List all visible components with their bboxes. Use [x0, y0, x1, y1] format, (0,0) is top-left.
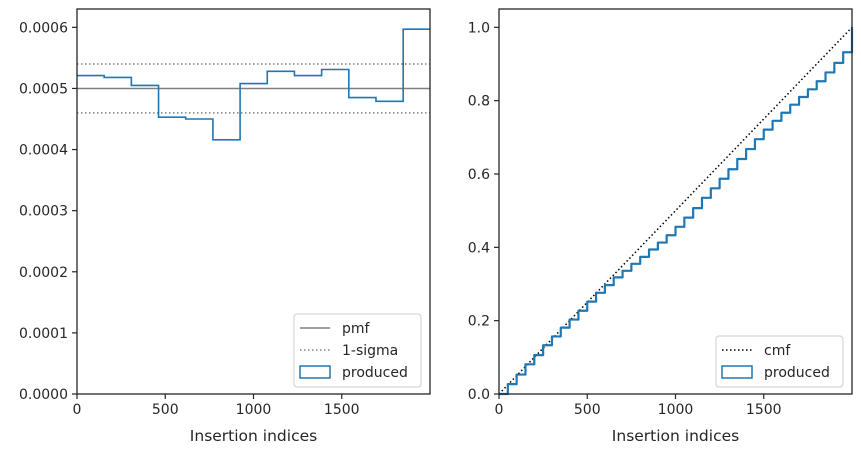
produced-cdf-legend-label: produced [764, 365, 830, 381]
cmf-plot-area [498, 26, 854, 396]
produced-cdf-line [499, 27, 854, 396]
produced-cdf-legend-swatch [721, 365, 753, 379]
pmf-y-tick-label: 0.0001 [19, 326, 68, 342]
cmf-legend-box [715, 335, 844, 388]
pmf-y-tick-label: 0.0006 [19, 20, 68, 36]
cmf-y-tick-label: 0.6 [468, 167, 490, 183]
pmf-y-tick-label: 0.0000 [19, 387, 68, 403]
cmf-legend: cmf produced [715, 335, 844, 388]
pmf-x-tick-label: 0 [73, 402, 82, 418]
cmf-y-tick-label: 0.0 [468, 387, 490, 403]
pmf-x-tick-label: 1500 [324, 402, 360, 418]
pmf-y-tick-label: 0.0005 [19, 81, 68, 97]
cmf-y-tick-label: 1.0 [468, 20, 490, 36]
pmf-legend-box [293, 313, 422, 388]
pmf-x-axis-ticks: 0 500 1000 1500 [73, 394, 360, 418]
cmf-y-axis-ticks: 0.0 0.2 0.4 0.6 0.8 1.0 [468, 20, 499, 403]
pmf-y-tick-label: 0.0003 [19, 204, 68, 220]
pmf-chart-panel: 0 500 1000 1500 0.00000.00010.00020.00030.0… [19, 8, 431, 445]
cmf-y-tick-label: 0.2 [468, 314, 490, 330]
produced-legend-label: produced [342, 365, 408, 381]
pmf-x-axis-label: Insertion indices [190, 427, 317, 445]
pmf-y-tick-label: 0.0002 [19, 265, 68, 281]
cmf-y-tick-label: 0.8 [468, 94, 490, 110]
cmf-x-tick-label: 0 [495, 402, 504, 418]
cmf-legend-label: cmf [764, 343, 791, 359]
produced-legend-swatch [299, 365, 331, 379]
pmf-x-tick-label: 500 [152, 402, 179, 418]
cmf-x-axis-ticks: 0 500 1000 1500 [495, 394, 782, 418]
pmf-x-tick-label: 1000 [236, 402, 272, 418]
cmf-x-tick-label: 1000 [658, 402, 694, 418]
pmf-plot-area [77, 28, 430, 141]
produced-histogram-step [77, 28, 430, 141]
pmf-y-tick-label: 0.0004 [19, 143, 68, 159]
cmf-x-axis-label: Insertion indices [612, 427, 739, 445]
cmf-reference-line [498, 26, 853, 395]
pmf-y-axis-ticks: 0.0000 0.0001 0.0002 0.0003 0.0004 0.0005 0.00… [19, 20, 77, 403]
cmf-x-tick-label: 1500 [746, 402, 782, 418]
pmf-legend: pmf 1-sigma produced [293, 313, 422, 388]
cmf-x-tick-label: 500 [574, 402, 601, 418]
pmf-legend-label: pmf [342, 321, 371, 337]
cmf-chart-panel: 0 500 1000 1500 0.0 0.2 0.4 0.6 0.8 1.0 Insertio… [468, 8, 854, 445]
sigma-legend-label: 1-sigma [342, 343, 398, 359]
cmf-y-tick-label: 0.4 [468, 240, 490, 256]
